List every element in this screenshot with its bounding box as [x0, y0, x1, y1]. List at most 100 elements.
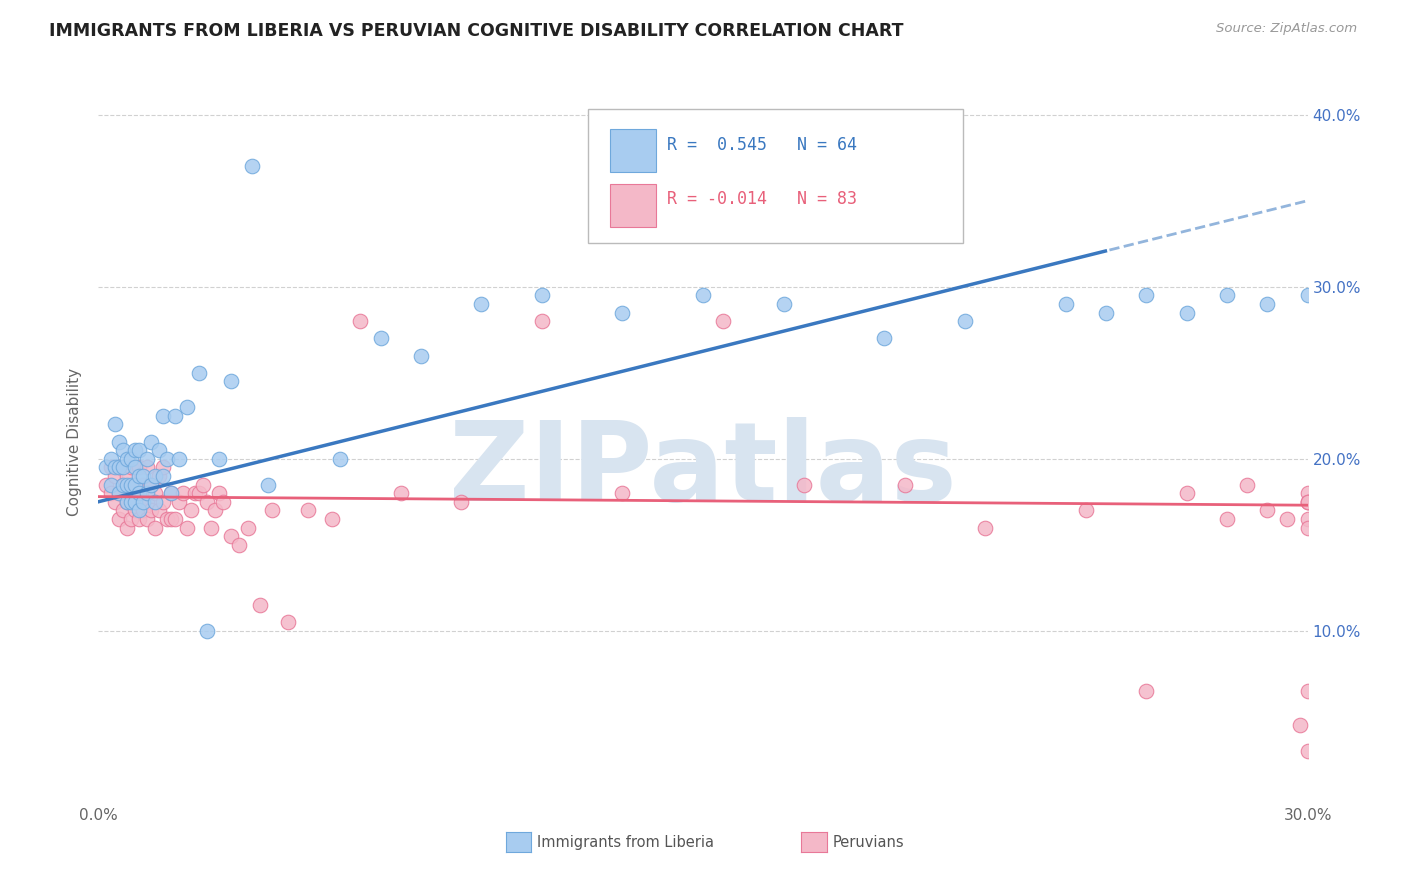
Point [1296, 520, 1319, 534]
Point [156, 512, 179, 526]
Bar [610, 128, 655, 172]
Point [530, 288, 553, 302]
Point [329, 451, 352, 466]
Point [152, 409, 174, 423]
Point [148, 443, 170, 458]
Point [163, 512, 186, 526]
Point [111, 503, 134, 517]
Point [152, 494, 174, 508]
Point [349, 314, 371, 328]
Point [128, 486, 150, 500]
Point [135, 460, 157, 475]
Y-axis label: Cognitive Disability: Cognitive Disability [67, 368, 83, 516]
Point [1095, 305, 1118, 319]
Point [228, 538, 250, 552]
Point [1256, 503, 1278, 517]
Point [297, 503, 319, 517]
Point [103, 494, 125, 508]
Point [120, 477, 142, 491]
Point [128, 503, 150, 517]
Point [128, 486, 150, 500]
Point [143, 486, 166, 500]
Point [128, 460, 150, 475]
Point [160, 512, 183, 526]
Text: IMMIGRANTS FROM LIBERIA VS PERUVIAN COGNITIVE DISABILITY CORRELATION CHART: IMMIGRANTS FROM LIBERIA VS PERUVIAN COGN… [49, 22, 904, 40]
Text: Immigrants from Liberia: Immigrants from Liberia [537, 835, 714, 849]
Point [711, 314, 734, 328]
Point [103, 469, 125, 483]
Point [277, 615, 299, 630]
Point [107, 486, 129, 500]
Point [139, 477, 162, 491]
Point [953, 314, 976, 328]
Point [115, 520, 138, 534]
Point [470, 297, 492, 311]
Point [772, 297, 794, 311]
Point [204, 503, 226, 517]
Point [124, 503, 146, 517]
Point [115, 494, 138, 508]
Point [1175, 486, 1198, 500]
Point [148, 469, 170, 483]
Point [135, 486, 157, 500]
Point [120, 494, 142, 508]
Point [188, 486, 211, 500]
Point [124, 443, 146, 458]
Point [132, 503, 155, 517]
Point [221, 375, 243, 389]
Point [974, 520, 997, 534]
Point [176, 520, 198, 534]
Point [1074, 503, 1097, 517]
FancyBboxPatch shape [588, 109, 963, 243]
Point [139, 503, 162, 517]
Point [135, 494, 157, 508]
Point [132, 494, 155, 508]
Bar [610, 184, 655, 227]
Point [111, 477, 134, 491]
Point [195, 624, 218, 638]
Point [120, 486, 142, 500]
Point [107, 460, 129, 475]
Text: R =  0.545   N = 64: R = 0.545 N = 64 [666, 136, 856, 154]
Point [128, 469, 150, 483]
Point [128, 443, 150, 458]
Point [148, 503, 170, 517]
Point [103, 460, 125, 475]
Point [143, 469, 166, 483]
Point [236, 520, 259, 534]
Point [115, 469, 138, 483]
Point [120, 512, 142, 526]
Point [172, 486, 194, 500]
Point [249, 598, 271, 612]
Text: Peruvians: Peruvians [832, 835, 904, 849]
Point [195, 494, 218, 508]
Point [143, 520, 166, 534]
Point [107, 460, 129, 475]
Point [143, 494, 166, 508]
Point [1216, 288, 1239, 302]
Point [1236, 477, 1258, 491]
Point [1135, 684, 1157, 698]
Point [260, 503, 283, 517]
Point [530, 314, 553, 328]
Point [873, 331, 896, 345]
Point [96, 477, 118, 491]
Point [111, 460, 134, 475]
Point [96, 460, 118, 475]
Point [167, 494, 190, 508]
Point [115, 494, 138, 508]
Point [1296, 684, 1319, 698]
Point [115, 477, 138, 491]
Point [128, 512, 150, 526]
Point [612, 486, 634, 500]
Point [111, 477, 134, 491]
Point [180, 503, 202, 517]
Point [163, 409, 186, 423]
Point [124, 460, 146, 475]
Text: Source: ZipAtlas.com: Source: ZipAtlas.com [1216, 22, 1357, 36]
Point [139, 434, 162, 449]
Point [389, 486, 412, 500]
Point [193, 477, 215, 491]
Point [188, 366, 211, 380]
Point [100, 486, 122, 500]
